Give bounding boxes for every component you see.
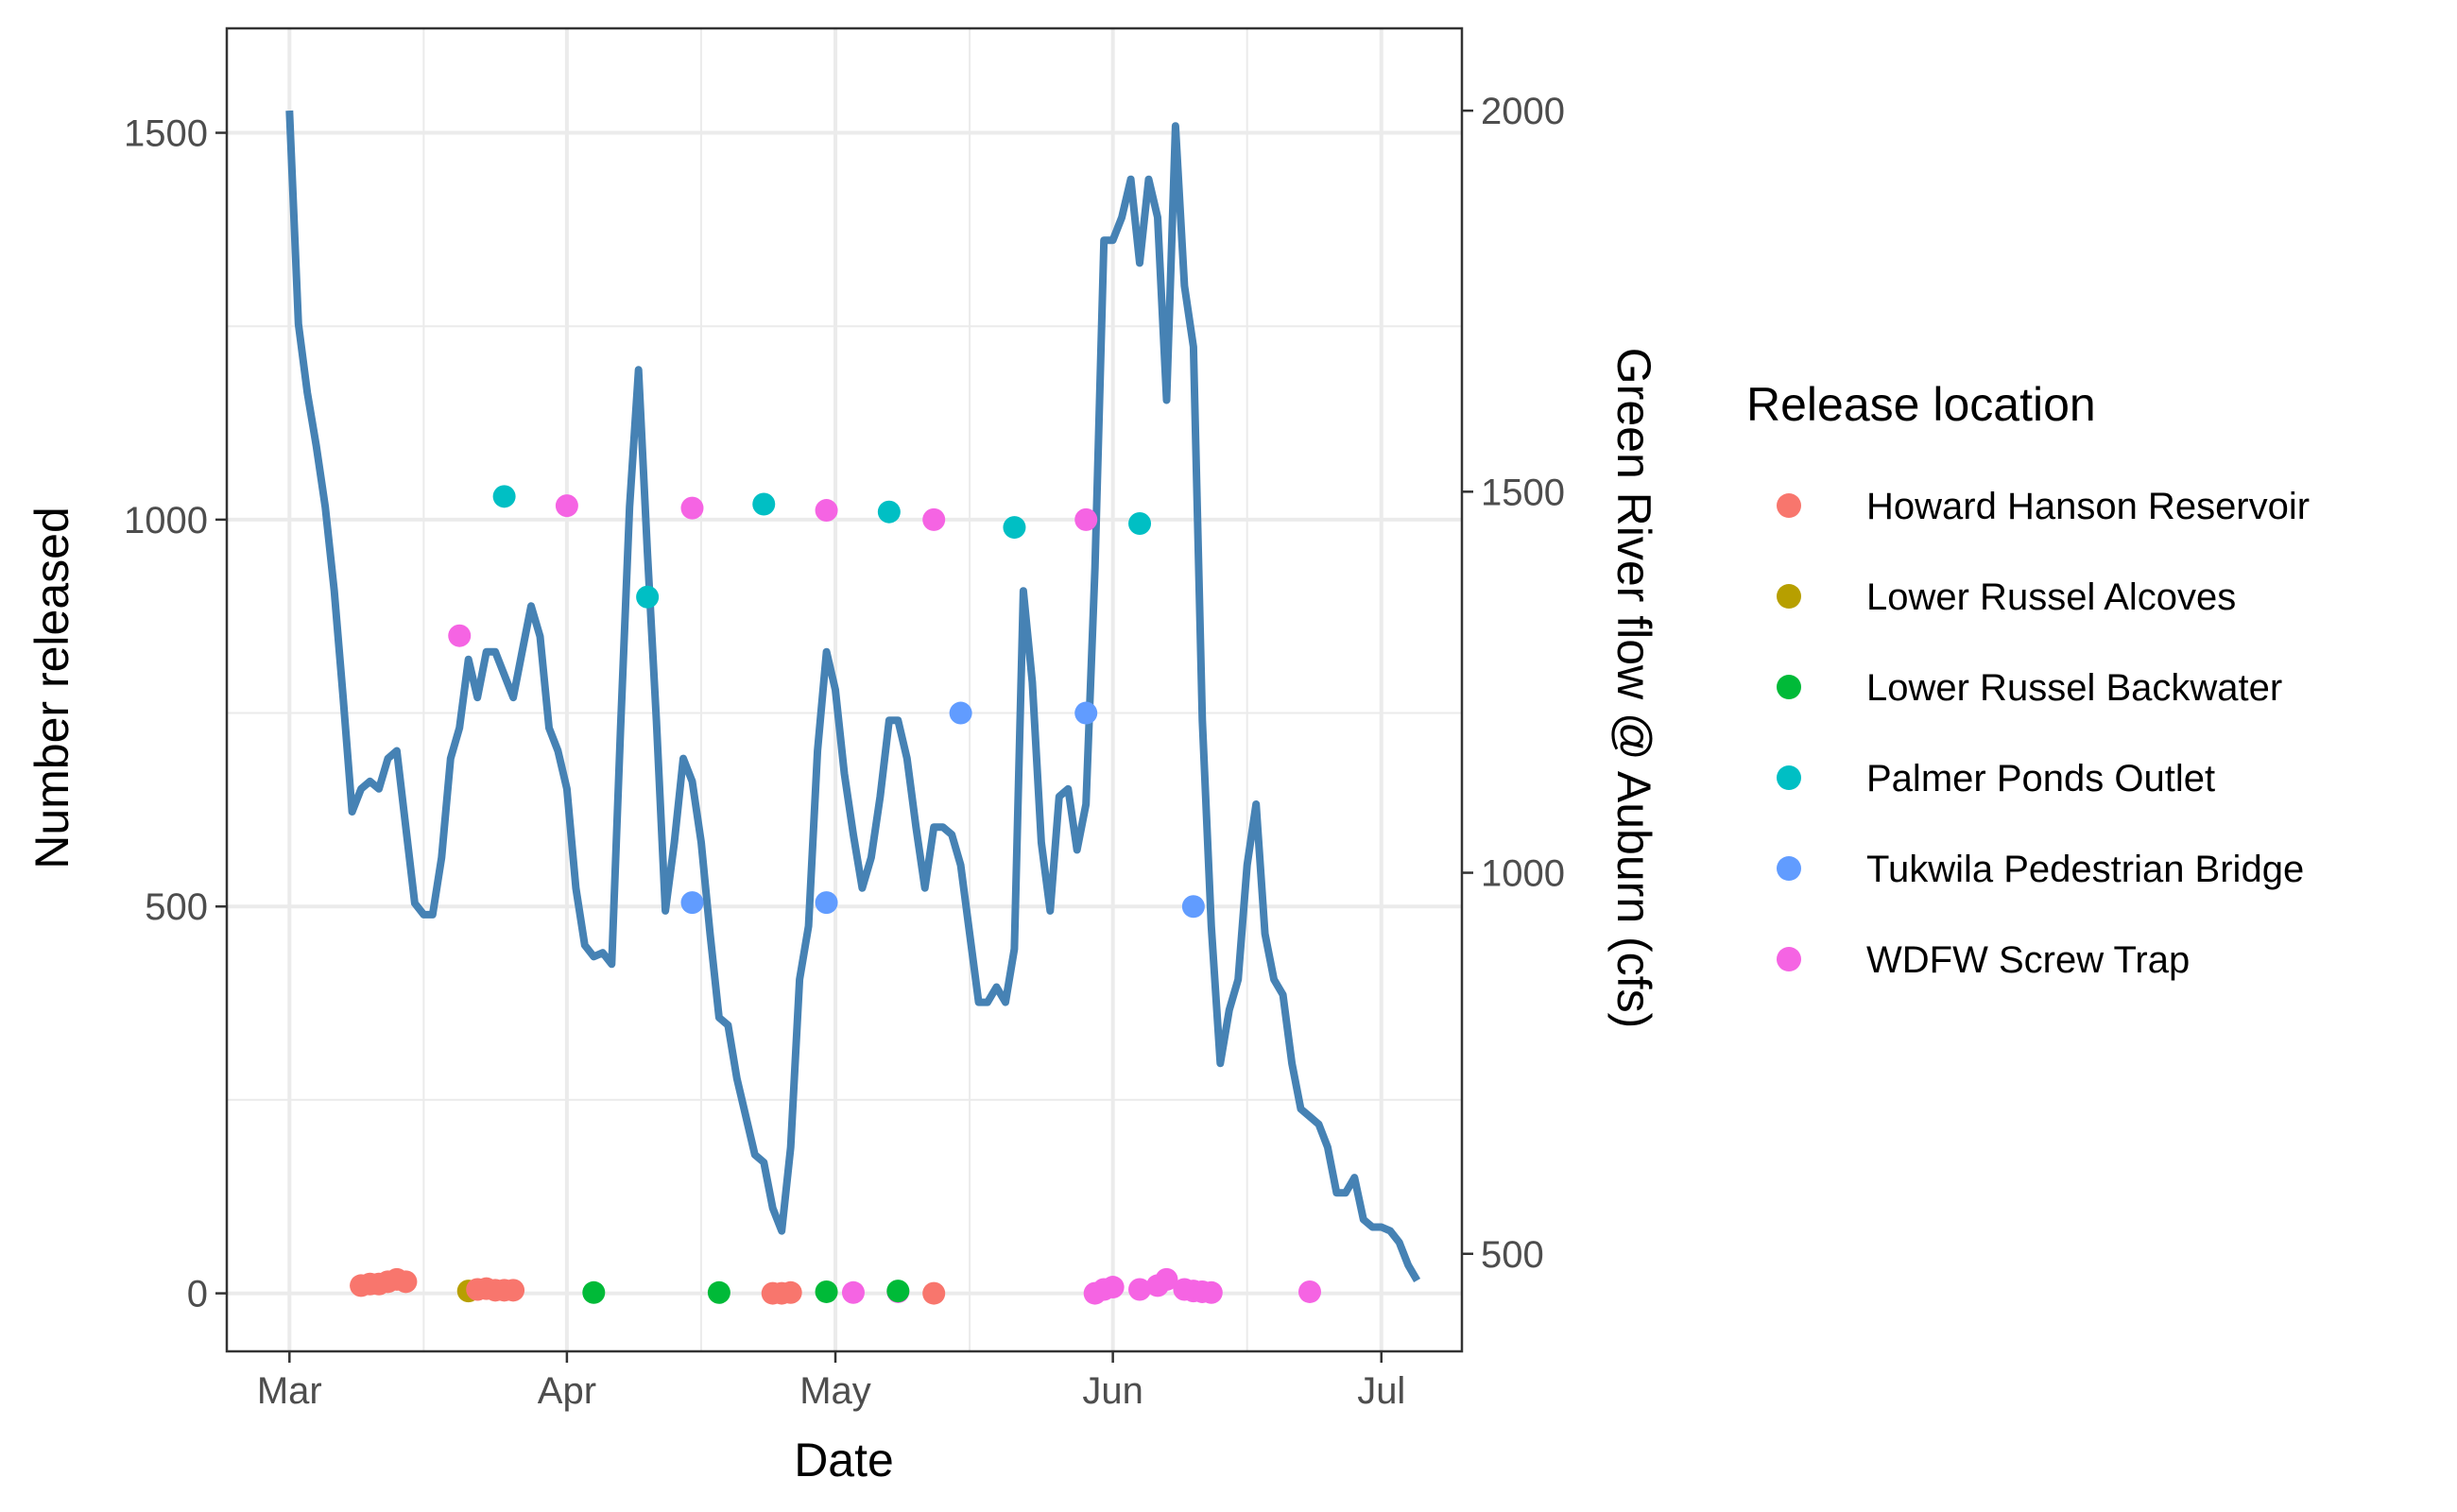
x-axis-title: Date — [794, 1434, 894, 1486]
release-point — [949, 701, 972, 725]
release-point — [1074, 507, 1098, 531]
legend-key — [1777, 675, 1801, 699]
y2-tick-label: 500 — [1481, 1234, 1544, 1276]
release-point — [555, 494, 578, 518]
release-point — [752, 492, 776, 516]
release-point — [922, 1281, 946, 1305]
release-point — [1101, 1276, 1125, 1299]
release-point — [877, 500, 901, 524]
legend-item: Lower Russel Alcoves — [1777, 576, 2236, 618]
y-tick-label: 500 — [145, 886, 208, 928]
panel-border — [225, 26, 1464, 1353]
plot-background — [227, 28, 1462, 1351]
legend-key — [1777, 584, 1801, 609]
y-axis-title: Number released — [26, 507, 78, 869]
release-point — [1128, 1278, 1152, 1301]
legend-item: Howard Hanson Reservoir — [1777, 486, 2310, 527]
flow-line-layer — [285, 110, 1421, 1283]
legend-item: WDFW Screw Trap — [1777, 939, 2190, 981]
x-tick-label: Mar — [257, 1370, 322, 1412]
release-point — [815, 1280, 838, 1303]
legend-title: Release location — [1746, 378, 2096, 431]
release-point — [886, 1280, 910, 1303]
x-tick-label: Jul — [1357, 1370, 1405, 1412]
legend-label: Palmer Ponds Outlet — [1866, 758, 2215, 799]
legend-key — [1777, 493, 1801, 518]
y2-tick-label: 1000 — [1481, 853, 1565, 895]
release-point — [492, 485, 516, 508]
y2-axis-title: Green River flow @ Auburn (cfs) — [1607, 348, 1660, 1028]
release-point — [815, 499, 838, 523]
release-point — [815, 891, 838, 915]
y-tick-label: 1000 — [124, 500, 208, 541]
release-point — [1003, 516, 1026, 540]
flow-line — [285, 110, 1421, 1283]
release-point — [448, 624, 472, 647]
legend-key — [1777, 947, 1801, 971]
release-point — [922, 507, 946, 531]
legend-key — [1777, 765, 1801, 790]
legend-label: Lower Russel Backwater — [1866, 667, 2282, 709]
legend-label: Lower Russel Alcoves — [1866, 576, 2236, 618]
release-point — [502, 1279, 525, 1302]
release-point — [1128, 511, 1152, 535]
release-point — [1181, 895, 1205, 919]
legend-item: Lower Russel Backwater — [1777, 667, 2282, 709]
release-point — [582, 1280, 606, 1304]
release-point — [1297, 1280, 1321, 1303]
x-tick-label: May — [799, 1370, 871, 1412]
y-tick-label: 0 — [187, 1274, 208, 1315]
x-tick-label: Apr — [538, 1370, 596, 1412]
release-point — [1074, 701, 1098, 725]
legend-item: Tukwila Pedestrian Bridge — [1777, 849, 2304, 890]
legend: Release location Howard Hanson Reservoir… — [1746, 378, 2310, 981]
legend-item: Palmer Ponds Outlet — [1777, 758, 2215, 799]
release-point — [779, 1280, 802, 1304]
release-point — [1199, 1280, 1223, 1304]
y-tick-label: 1500 — [124, 113, 208, 155]
y2-tick-label: 1500 — [1481, 472, 1565, 513]
legend-key — [1777, 856, 1801, 881]
release-point — [636, 585, 660, 609]
release-point — [841, 1280, 865, 1304]
y2-tick-label: 2000 — [1481, 91, 1565, 132]
release-point — [680, 496, 704, 520]
release-points-layer — [350, 485, 1321, 1305]
axes: 0 500 1000 1500 500 1000 1500 2000 Mar Apr May Jun J… — [124, 91, 1565, 1412]
release-point — [707, 1280, 730, 1304]
release-point — [394, 1270, 418, 1294]
plot-panel — [227, 28, 1462, 1351]
legend-label: Tukwila Pedestrian Bridge — [1866, 849, 2304, 890]
release-point — [1155, 1267, 1178, 1291]
plot-frame — [225, 26, 1464, 1353]
legend-label: Howard Hanson Reservoir — [1866, 486, 2310, 527]
release-point — [680, 891, 704, 915]
legend-label: WDFW Screw Trap — [1866, 939, 2190, 981]
x-tick-label: Jun — [1082, 1370, 1143, 1412]
